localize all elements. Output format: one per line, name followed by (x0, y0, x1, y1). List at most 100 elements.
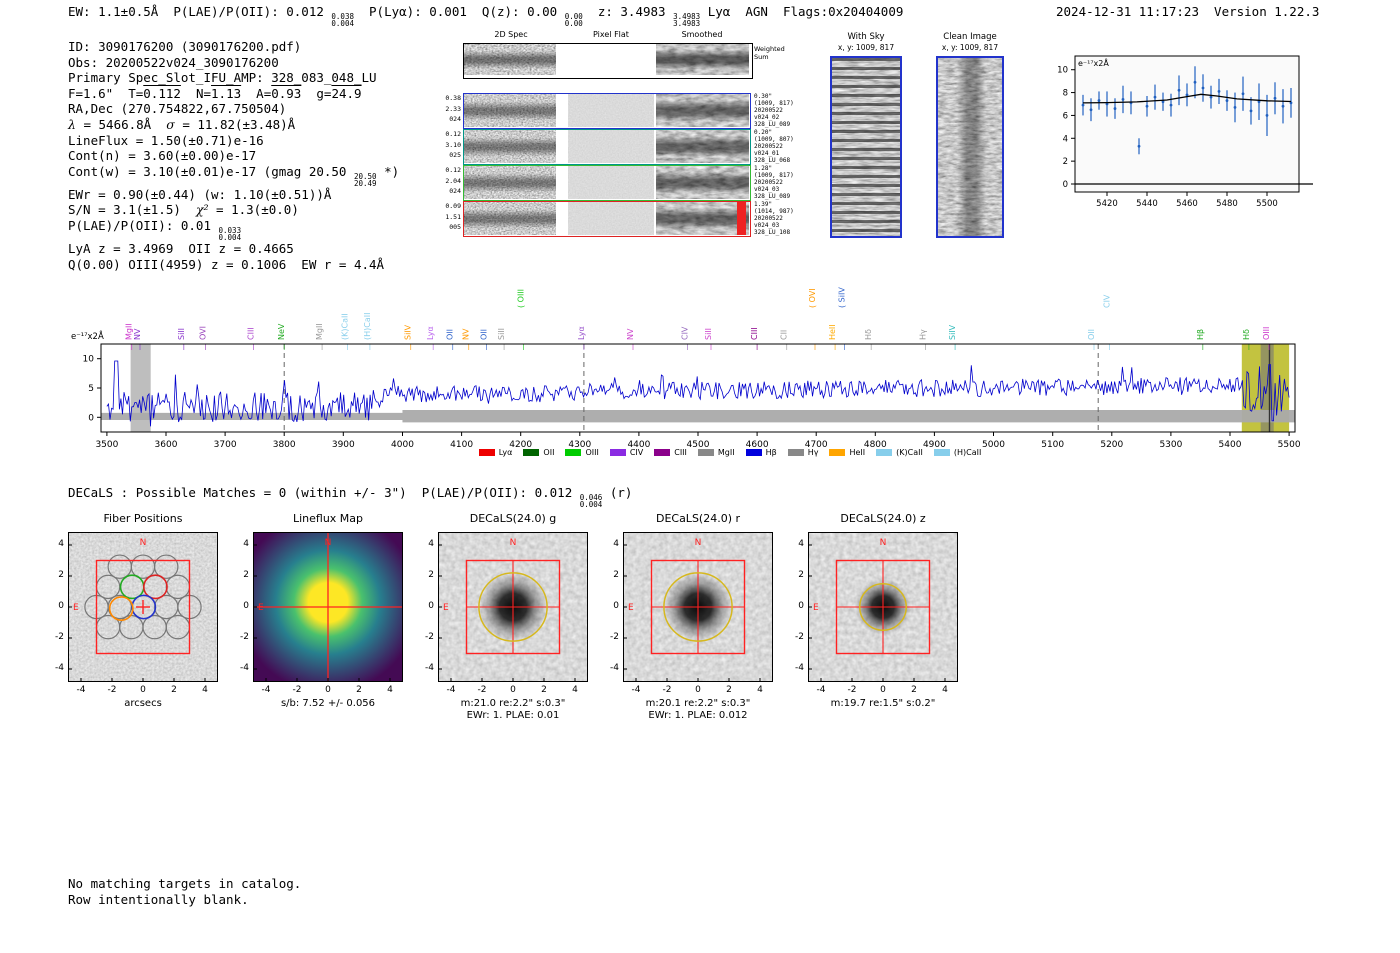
cutout-caption-2: EWr: 1. PLAE: 0.01 (466, 710, 560, 721)
svg-text:3600: 3600 (155, 440, 178, 450)
noise-overlay (464, 130, 556, 163)
spec2d-col-title-1: Pixel Flat (593, 30, 629, 39)
svg-text:5: 5 (88, 384, 94, 394)
y-tick-label: 4 (798, 539, 804, 549)
emission-line-label: CIV (1102, 294, 1111, 308)
x-tick-label: 2 (541, 685, 547, 695)
spec2d-raw-cell (464, 202, 556, 235)
svg-text:4600: 4600 (746, 440, 769, 450)
spec2d-row (463, 165, 751, 201)
cutout-svg-z: NE (808, 532, 958, 682)
spec2d-left-value: 3.10 (445, 140, 461, 149)
line-zoom-plot: 0 2 4 6 8 10 5420 5440 5460 5480 5500 e⁻¹⁷x2Å (1035, 46, 1315, 220)
info-line: Cont(w) = 3.10(±0.01)e-17 (gmag 20.50 20… (68, 163, 400, 188)
svg-text:5460: 5460 (1176, 199, 1198, 209)
spec2d-panel: 2D Spec Pixel Flat Smoothed Weighted Sum 0.38… (440, 28, 835, 250)
full-spectrum-plot: MgII NV SiII OVI CIII NeV MgII (K)CaII (H)CaII Si… (58, 266, 1344, 466)
noise-overlay (656, 44, 749, 75)
zoom-ylabel: e⁻¹⁷x2Å (1078, 57, 1109, 68)
svg-text:3800: 3800 (273, 440, 296, 450)
svg-text:4900: 4900 (923, 440, 946, 450)
overline-value: 1.13 (211, 85, 242, 101)
legend-item: OIII (565, 448, 599, 457)
spec2d-right-label: (1014, 987) (754, 208, 794, 215)
cutout-panel-lineflux: Lineflux Map N E -4 -2 0 2 4 -4 -2 0 2 4 s/b: 7.52 +/… (240, 510, 403, 725)
emission-line-label: SiIV (948, 324, 957, 340)
x-tick-label: 4 (387, 685, 393, 695)
legend-label: HeII (849, 448, 866, 457)
y-tick-label: 4 (613, 539, 619, 549)
emission-line-label: OII (1087, 329, 1096, 340)
x-tick-label: -2 (292, 685, 302, 695)
svg-text:0: 0 (88, 413, 94, 423)
emission-line-label: CII (780, 330, 789, 340)
weighted-smoothed (656, 44, 749, 75)
x-tick-label: 2 (911, 685, 917, 695)
info-line: P(LAE)/P(OII): 0.01 0.033 0.004 (68, 217, 242, 242)
spec2d-gap (556, 94, 568, 127)
sky-image-panels: With Sky x, y: 1009, 817 Clean Image x, y: … (820, 28, 1110, 250)
info-line: S/N = 3.1(±1.5) χ² = 1.3(±0.0) (68, 202, 299, 218)
info-line: RA,Dec (270.754822,67.750504) (68, 101, 287, 117)
legend-label: CIII (674, 448, 687, 457)
x-tick-label: -4 (631, 685, 641, 695)
spec2d-right-label: 328_LU_068 (754, 157, 791, 164)
spec2d-smoothed-cell (656, 94, 749, 127)
svg-text:5440: 5440 (1136, 199, 1158, 209)
svg-text:5100: 5100 (1041, 440, 1064, 450)
cutout-panel-r: DECaLS(24.0) r N E -4 -2 0 2 4 -4 -2 0 2 4 m:20.1 re:… (610, 510, 773, 725)
emission-line-label: (H)CaII (363, 313, 372, 340)
spec2d-right-label: v024_03 (754, 186, 780, 193)
legend-swatch (787, 449, 804, 456)
spec2d-right-label: 20200522 (754, 215, 783, 222)
x-tick-label: 2 (726, 685, 732, 695)
compass-east-label: E (813, 603, 819, 613)
x-tick-label: 4 (942, 685, 948, 695)
legend-label: OII (543, 448, 555, 457)
emission-line-label: Hβ (1196, 329, 1205, 340)
spec2d-right-label: 20200522 (754, 179, 783, 186)
emission-line-label: Lyα (426, 326, 435, 340)
cutout-panel-fiber: Fiber Positions N E -4 -2 0 2 4 -4 -2 0 2 4 arcsecs (55, 510, 218, 725)
spec2d-right-label: 20200522 (754, 143, 783, 150)
noise-overlay (656, 130, 749, 163)
legend-item: Hβ (745, 448, 777, 457)
cutout-caption-2: EWr: 1. PLAE: 0.012 (648, 710, 748, 721)
cutout-title: DECaLS(24.0) r (655, 512, 741, 525)
stacked-fraction: 0.00 0.00 (564, 12, 583, 28)
info-line: Primary Spec_Slot_IFU_AMP: 328_083_048_L… (68, 70, 377, 86)
cutout-title: DECaLS(24.0) z (840, 512, 926, 525)
overline-value: 0.93 (271, 85, 302, 101)
svg-text:3700: 3700 (214, 440, 237, 450)
spec2d-left-value: 0.38 (445, 94, 461, 102)
spec2d-flat-cell (568, 166, 654, 199)
x-tick-label: -2 (477, 685, 487, 695)
spec2d-row-left-labels: 0.09 1.51 005 (440, 201, 461, 233)
spec2d-row (463, 201, 751, 237)
spec2d-raw-cell (464, 166, 556, 199)
emission-line-label: ( OIII (517, 289, 526, 308)
cutout-caption-1: m:21.0 re:2.2" s:0.3" (460, 698, 566, 709)
spec2d-smoothed-cell (656, 202, 749, 235)
svg-text:3900: 3900 (332, 440, 355, 450)
y-tick-label: 0 (613, 601, 619, 611)
spec2d-raw-cell (464, 94, 556, 127)
y-tick-label: -2 (55, 632, 64, 642)
spec2d-left-value: 0.09 (445, 202, 461, 210)
emission-line-label: NV (133, 328, 142, 340)
sky-noise (832, 58, 900, 236)
cutout-svg-g: NE (438, 532, 588, 682)
spec2d-col-title-2: Smoothed (681, 30, 723, 39)
legend-swatch (478, 449, 495, 456)
legend-swatch (697, 449, 714, 456)
y-tick-label: 2 (613, 570, 619, 580)
svg-text:5500: 5500 (1256, 199, 1278, 209)
noise-overlay (464, 94, 556, 127)
emission-line-label: SiIV (404, 324, 413, 340)
decals-header: DECaLS : Possible Matches = 0 (within +/… (68, 485, 633, 509)
footer-line-1: No matching targets in catalog. (68, 876, 302, 891)
y-tick-label: -2 (610, 632, 619, 642)
x-tick-label: -4 (816, 685, 826, 695)
compass-north-label: N (880, 538, 887, 548)
